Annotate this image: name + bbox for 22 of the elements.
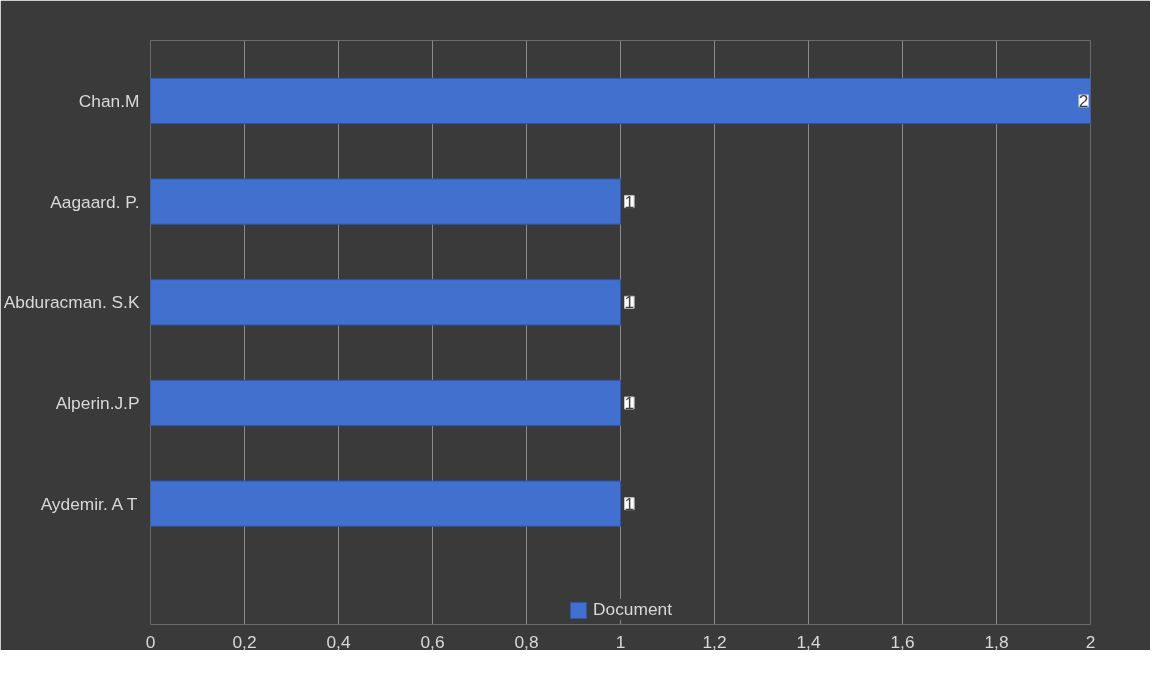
x-tick-label: 1 bbox=[615, 631, 626, 652]
y-tick-label: Abduracman. S.K bbox=[3, 292, 140, 313]
data-label: 1 bbox=[624, 292, 635, 313]
y-tick-label: Aagaard. P. bbox=[50, 191, 140, 212]
data-label: 1 bbox=[624, 493, 635, 514]
y-tick-label: Alperin.J.P bbox=[55, 392, 140, 413]
x-tick-label: 0,4 bbox=[326, 631, 351, 652]
x-tick-label: 1,4 bbox=[796, 631, 821, 652]
x-tick-label: 1,8 bbox=[984, 631, 1009, 652]
x-tick-label: 0,6 bbox=[420, 631, 445, 652]
x-tick-label: 0,2 bbox=[232, 631, 257, 652]
data-label: 1 bbox=[624, 191, 635, 212]
x-tick-label: 0 bbox=[145, 631, 156, 652]
legend-label: Document bbox=[593, 599, 672, 620]
data-label: 1 bbox=[624, 392, 635, 413]
x-tick-label: 1,2 bbox=[702, 631, 727, 652]
x-tick-label: 2 bbox=[1085, 631, 1096, 652]
y-tick-label: Chan.M bbox=[78, 90, 140, 111]
y-tick-label: Aydemir. A T bbox=[40, 493, 138, 514]
x-tick-label: 0,8 bbox=[514, 631, 539, 652]
data-label: 2 bbox=[1078, 90, 1089, 111]
x-tick-label: 1,6 bbox=[890, 631, 915, 652]
